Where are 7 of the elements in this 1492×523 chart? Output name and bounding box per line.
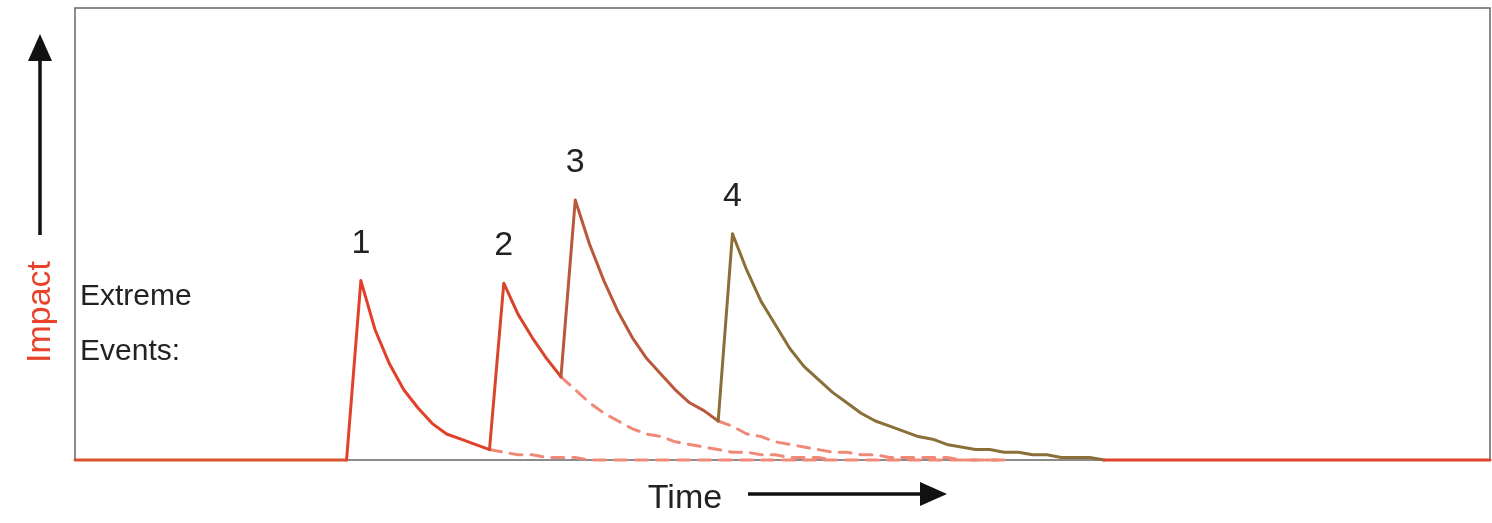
series-label: 4 (723, 174, 742, 213)
series-label: 3 (565, 141, 585, 179)
series-label: 2 (494, 224, 514, 263)
y-axis-title: Impact (19, 260, 57, 364)
x-axis-title: Time (647, 477, 723, 515)
series-label: 1 (351, 221, 371, 260)
annotation: Extreme Events: (80, 278, 192, 366)
